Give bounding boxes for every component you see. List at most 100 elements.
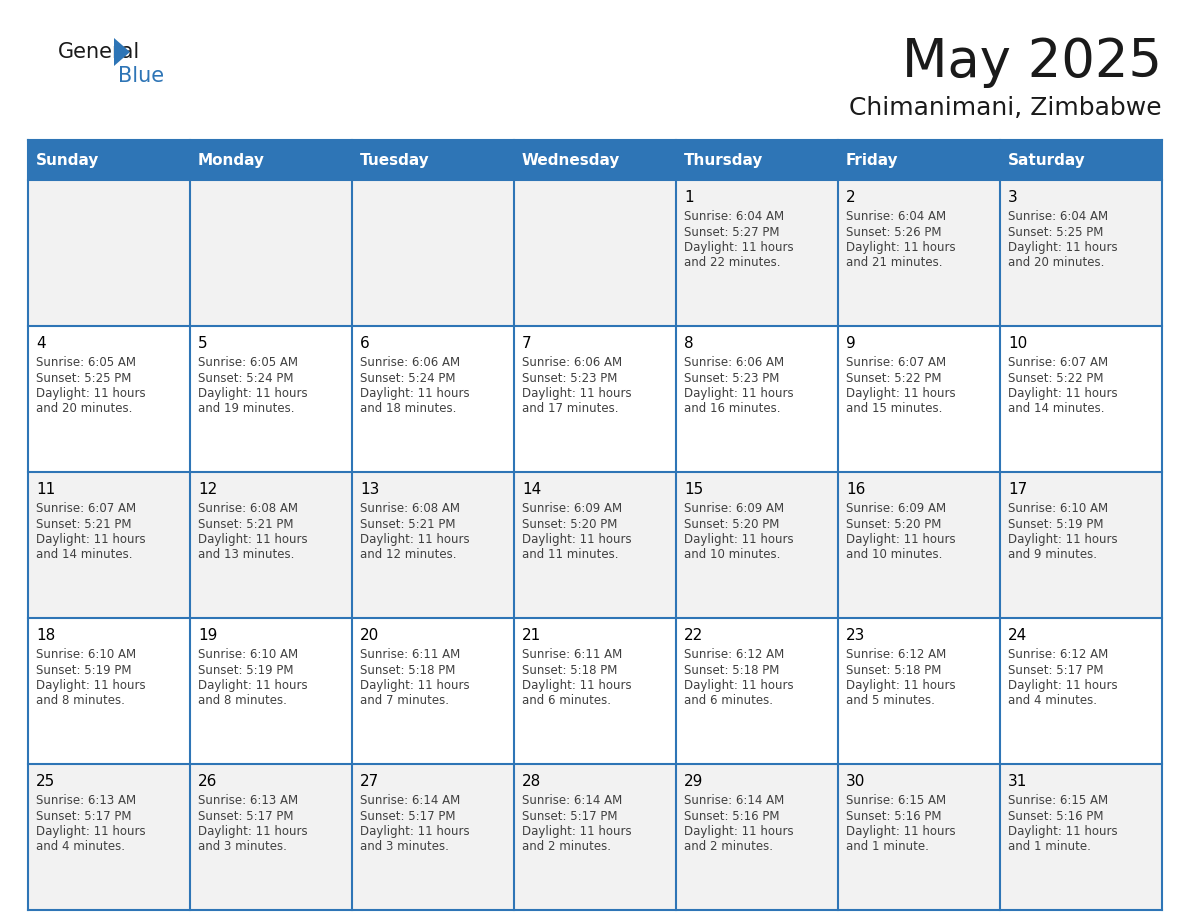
- Text: Sunrise: 6:12 AM: Sunrise: 6:12 AM: [1007, 648, 1108, 661]
- Text: and 7 minutes.: and 7 minutes.: [360, 695, 449, 708]
- Bar: [838, 140, 1000, 180]
- Text: and 2 minutes.: and 2 minutes.: [684, 841, 773, 854]
- Text: and 21 minutes.: and 21 minutes.: [846, 256, 942, 270]
- Text: Daylight: 11 hours: Daylight: 11 hours: [36, 679, 146, 692]
- Bar: [676, 472, 838, 618]
- Text: Daylight: 11 hours: Daylight: 11 hours: [360, 679, 469, 692]
- Text: 21: 21: [522, 628, 542, 643]
- Text: Daylight: 11 hours: Daylight: 11 hours: [198, 825, 308, 838]
- Text: Sunrise: 6:05 AM: Sunrise: 6:05 AM: [198, 356, 298, 369]
- Text: Daylight: 11 hours: Daylight: 11 hours: [684, 679, 794, 692]
- Bar: [190, 140, 352, 180]
- Text: 17: 17: [1007, 482, 1028, 497]
- Text: Daylight: 11 hours: Daylight: 11 hours: [360, 387, 469, 400]
- Text: Sunset: 5:25 PM: Sunset: 5:25 PM: [36, 372, 132, 385]
- Text: Daylight: 11 hours: Daylight: 11 hours: [1007, 825, 1118, 838]
- Bar: [514, 472, 676, 618]
- Text: Sunset: 5:22 PM: Sunset: 5:22 PM: [846, 372, 942, 385]
- Text: Sunset: 5:18 PM: Sunset: 5:18 PM: [360, 664, 455, 677]
- Text: and 4 minutes.: and 4 minutes.: [1007, 695, 1097, 708]
- Text: Tuesday: Tuesday: [360, 152, 430, 167]
- Text: Sunset: 5:17 PM: Sunset: 5:17 PM: [1007, 664, 1104, 677]
- Text: 10: 10: [1007, 336, 1028, 351]
- Text: Sunrise: 6:08 AM: Sunrise: 6:08 AM: [198, 502, 298, 515]
- Text: Daylight: 11 hours: Daylight: 11 hours: [846, 241, 955, 254]
- Text: 28: 28: [522, 774, 542, 789]
- Bar: [29, 140, 190, 180]
- Text: 5: 5: [198, 336, 208, 351]
- Text: Sunrise: 6:06 AM: Sunrise: 6:06 AM: [684, 356, 784, 369]
- Text: Daylight: 11 hours: Daylight: 11 hours: [846, 825, 955, 838]
- Text: Daylight: 11 hours: Daylight: 11 hours: [36, 387, 146, 400]
- Text: May 2025: May 2025: [902, 36, 1162, 88]
- Text: and 20 minutes.: and 20 minutes.: [36, 402, 132, 416]
- Text: 18: 18: [36, 628, 56, 643]
- Text: and 1 minute.: and 1 minute.: [1007, 841, 1091, 854]
- Text: Daylight: 11 hours: Daylight: 11 hours: [198, 679, 308, 692]
- Text: Sunset: 5:21 PM: Sunset: 5:21 PM: [360, 518, 455, 531]
- Text: Sunrise: 6:14 AM: Sunrise: 6:14 AM: [684, 794, 784, 807]
- Text: Sunrise: 6:08 AM: Sunrise: 6:08 AM: [360, 502, 460, 515]
- Bar: [676, 764, 838, 910]
- Text: 13: 13: [360, 482, 379, 497]
- Text: Sunrise: 6:11 AM: Sunrise: 6:11 AM: [360, 648, 460, 661]
- Text: Sunset: 5:18 PM: Sunset: 5:18 PM: [684, 664, 779, 677]
- Bar: [1000, 472, 1162, 618]
- Text: Daylight: 11 hours: Daylight: 11 hours: [36, 533, 146, 546]
- Text: and 16 minutes.: and 16 minutes.: [684, 402, 781, 416]
- Text: and 3 minutes.: and 3 minutes.: [360, 841, 449, 854]
- Text: Daylight: 11 hours: Daylight: 11 hours: [198, 387, 308, 400]
- Text: Sunset: 5:19 PM: Sunset: 5:19 PM: [198, 664, 293, 677]
- Text: and 8 minutes.: and 8 minutes.: [198, 695, 286, 708]
- Text: Chimanimani, Zimbabwe: Chimanimani, Zimbabwe: [849, 96, 1162, 120]
- Bar: [676, 140, 838, 180]
- Text: 31: 31: [1007, 774, 1028, 789]
- Text: Sunset: 5:20 PM: Sunset: 5:20 PM: [846, 518, 941, 531]
- Text: Daylight: 11 hours: Daylight: 11 hours: [522, 533, 632, 546]
- Bar: [352, 618, 514, 764]
- Text: 4: 4: [36, 336, 45, 351]
- Text: and 5 minutes.: and 5 minutes.: [846, 695, 935, 708]
- Text: Sunrise: 6:14 AM: Sunrise: 6:14 AM: [360, 794, 460, 807]
- Bar: [514, 618, 676, 764]
- Text: 22: 22: [684, 628, 703, 643]
- Text: Daylight: 11 hours: Daylight: 11 hours: [684, 241, 794, 254]
- Text: Blue: Blue: [118, 66, 164, 86]
- Text: Sunset: 5:21 PM: Sunset: 5:21 PM: [36, 518, 132, 531]
- Text: Sunrise: 6:07 AM: Sunrise: 6:07 AM: [1007, 356, 1108, 369]
- Text: Sunset: 5:17 PM: Sunset: 5:17 PM: [522, 810, 618, 823]
- Text: Sunrise: 6:11 AM: Sunrise: 6:11 AM: [522, 648, 623, 661]
- Text: and 18 minutes.: and 18 minutes.: [360, 402, 456, 416]
- Bar: [352, 180, 514, 326]
- Text: Sunset: 5:17 PM: Sunset: 5:17 PM: [36, 810, 132, 823]
- Bar: [1000, 180, 1162, 326]
- Bar: [190, 472, 352, 618]
- Text: Sunset: 5:22 PM: Sunset: 5:22 PM: [1007, 372, 1104, 385]
- Text: Daylight: 11 hours: Daylight: 11 hours: [1007, 387, 1118, 400]
- Text: Sunrise: 6:12 AM: Sunrise: 6:12 AM: [846, 648, 947, 661]
- Text: Daylight: 11 hours: Daylight: 11 hours: [1007, 533, 1118, 546]
- Text: 23: 23: [846, 628, 865, 643]
- Text: Sunrise: 6:10 AM: Sunrise: 6:10 AM: [198, 648, 298, 661]
- Text: and 10 minutes.: and 10 minutes.: [846, 548, 942, 562]
- Text: 24: 24: [1007, 628, 1028, 643]
- Text: and 20 minutes.: and 20 minutes.: [1007, 256, 1105, 270]
- Text: 1: 1: [684, 190, 694, 205]
- Bar: [676, 326, 838, 472]
- Text: Daylight: 11 hours: Daylight: 11 hours: [684, 533, 794, 546]
- Bar: [514, 140, 676, 180]
- Text: Sunrise: 6:04 AM: Sunrise: 6:04 AM: [846, 210, 946, 223]
- Text: and 4 minutes.: and 4 minutes.: [36, 841, 125, 854]
- Text: Thursday: Thursday: [684, 152, 764, 167]
- Bar: [838, 618, 1000, 764]
- Text: Daylight: 11 hours: Daylight: 11 hours: [360, 825, 469, 838]
- Bar: [1000, 618, 1162, 764]
- Text: and 8 minutes.: and 8 minutes.: [36, 695, 125, 708]
- Text: and 13 minutes.: and 13 minutes.: [198, 548, 295, 562]
- Text: Sunset: 5:20 PM: Sunset: 5:20 PM: [684, 518, 779, 531]
- Bar: [29, 180, 190, 326]
- Text: Sunrise: 6:13 AM: Sunrise: 6:13 AM: [36, 794, 137, 807]
- Bar: [514, 764, 676, 910]
- Bar: [352, 140, 514, 180]
- Text: and 17 minutes.: and 17 minutes.: [522, 402, 619, 416]
